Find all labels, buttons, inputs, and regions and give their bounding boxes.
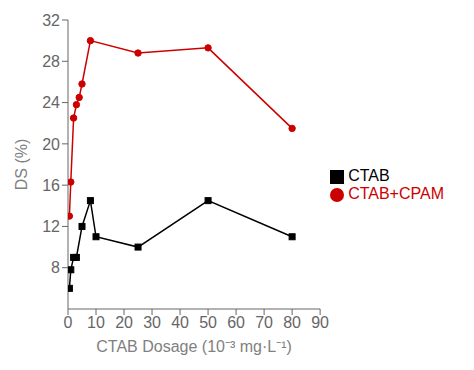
svg-text:50: 50	[199, 314, 217, 331]
svg-text:16: 16	[42, 177, 60, 194]
svg-text:20: 20	[115, 314, 133, 331]
svg-text:8: 8	[51, 259, 60, 276]
svg-text:CTAB Dosage (10⁻³ mg·L⁻¹): CTAB Dosage (10⁻³ mg·L⁻¹)	[96, 338, 292, 355]
svg-text:12: 12	[42, 218, 60, 235]
svg-text:10: 10	[87, 314, 105, 331]
svg-text:70: 70	[255, 314, 273, 331]
svg-text:32: 32	[42, 12, 60, 29]
svg-text:90: 90	[311, 314, 329, 331]
svg-text:20: 20	[42, 136, 60, 153]
html-text:CTAB+CPAM: CTAB+CPAM	[348, 185, 444, 202]
svg-text:DS (%): DS (%)	[13, 139, 30, 191]
svg-text:40: 40	[171, 314, 189, 331]
svg-text:24: 24	[42, 94, 60, 111]
svg-text:60: 60	[227, 314, 245, 331]
svg-text:28: 28	[42, 53, 60, 70]
html-text:CTAB: CTAB	[348, 167, 390, 184]
svg-text:30: 30	[143, 314, 161, 331]
svg-text:80: 80	[283, 314, 301, 331]
svg-text:0: 0	[64, 314, 73, 331]
